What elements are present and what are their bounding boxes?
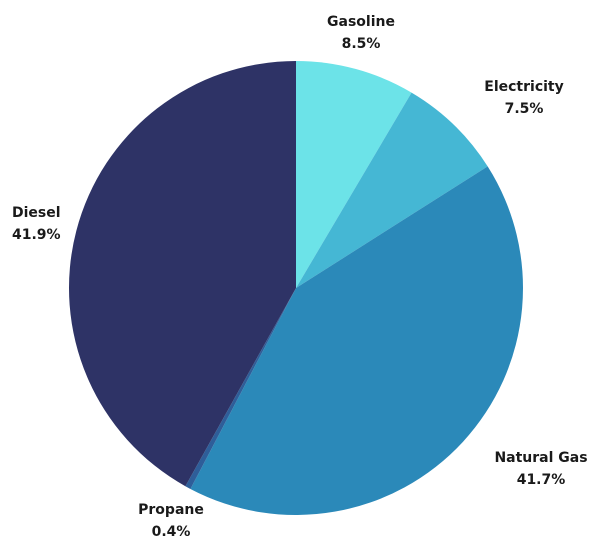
pie-slice-electricity bbox=[296, 92, 488, 288]
slice-value-propane: 0.4% bbox=[152, 524, 191, 540]
slice-label-propane: Propane bbox=[138, 502, 204, 518]
slice-value-natural-gas: 41.7% bbox=[517, 472, 566, 488]
pie-slices bbox=[68, 61, 523, 516]
slice-label-gasoline: Gasoline bbox=[327, 14, 395, 30]
slice-label-natural-gas: Natural Gas bbox=[494, 450, 587, 466]
pie-slice-diesel bbox=[68, 61, 296, 487]
slice-label-electricity: Electricity bbox=[484, 79, 563, 95]
slice-value-gasoline: 8.5% bbox=[342, 36, 381, 52]
slice-label-diesel: Diesel bbox=[12, 205, 61, 221]
pie-labels: Gasoline 8.5% Electricity 7.5% Natural Gas 41… bbox=[12, 14, 588, 540]
pie-slice-gasoline bbox=[296, 61, 412, 288]
slice-value-electricity: 7.5% bbox=[505, 101, 544, 117]
pie-slice-natural-gas bbox=[190, 166, 523, 516]
slice-value-diesel: 41.9% bbox=[12, 227, 61, 243]
pie-slice-propane bbox=[185, 288, 296, 489]
